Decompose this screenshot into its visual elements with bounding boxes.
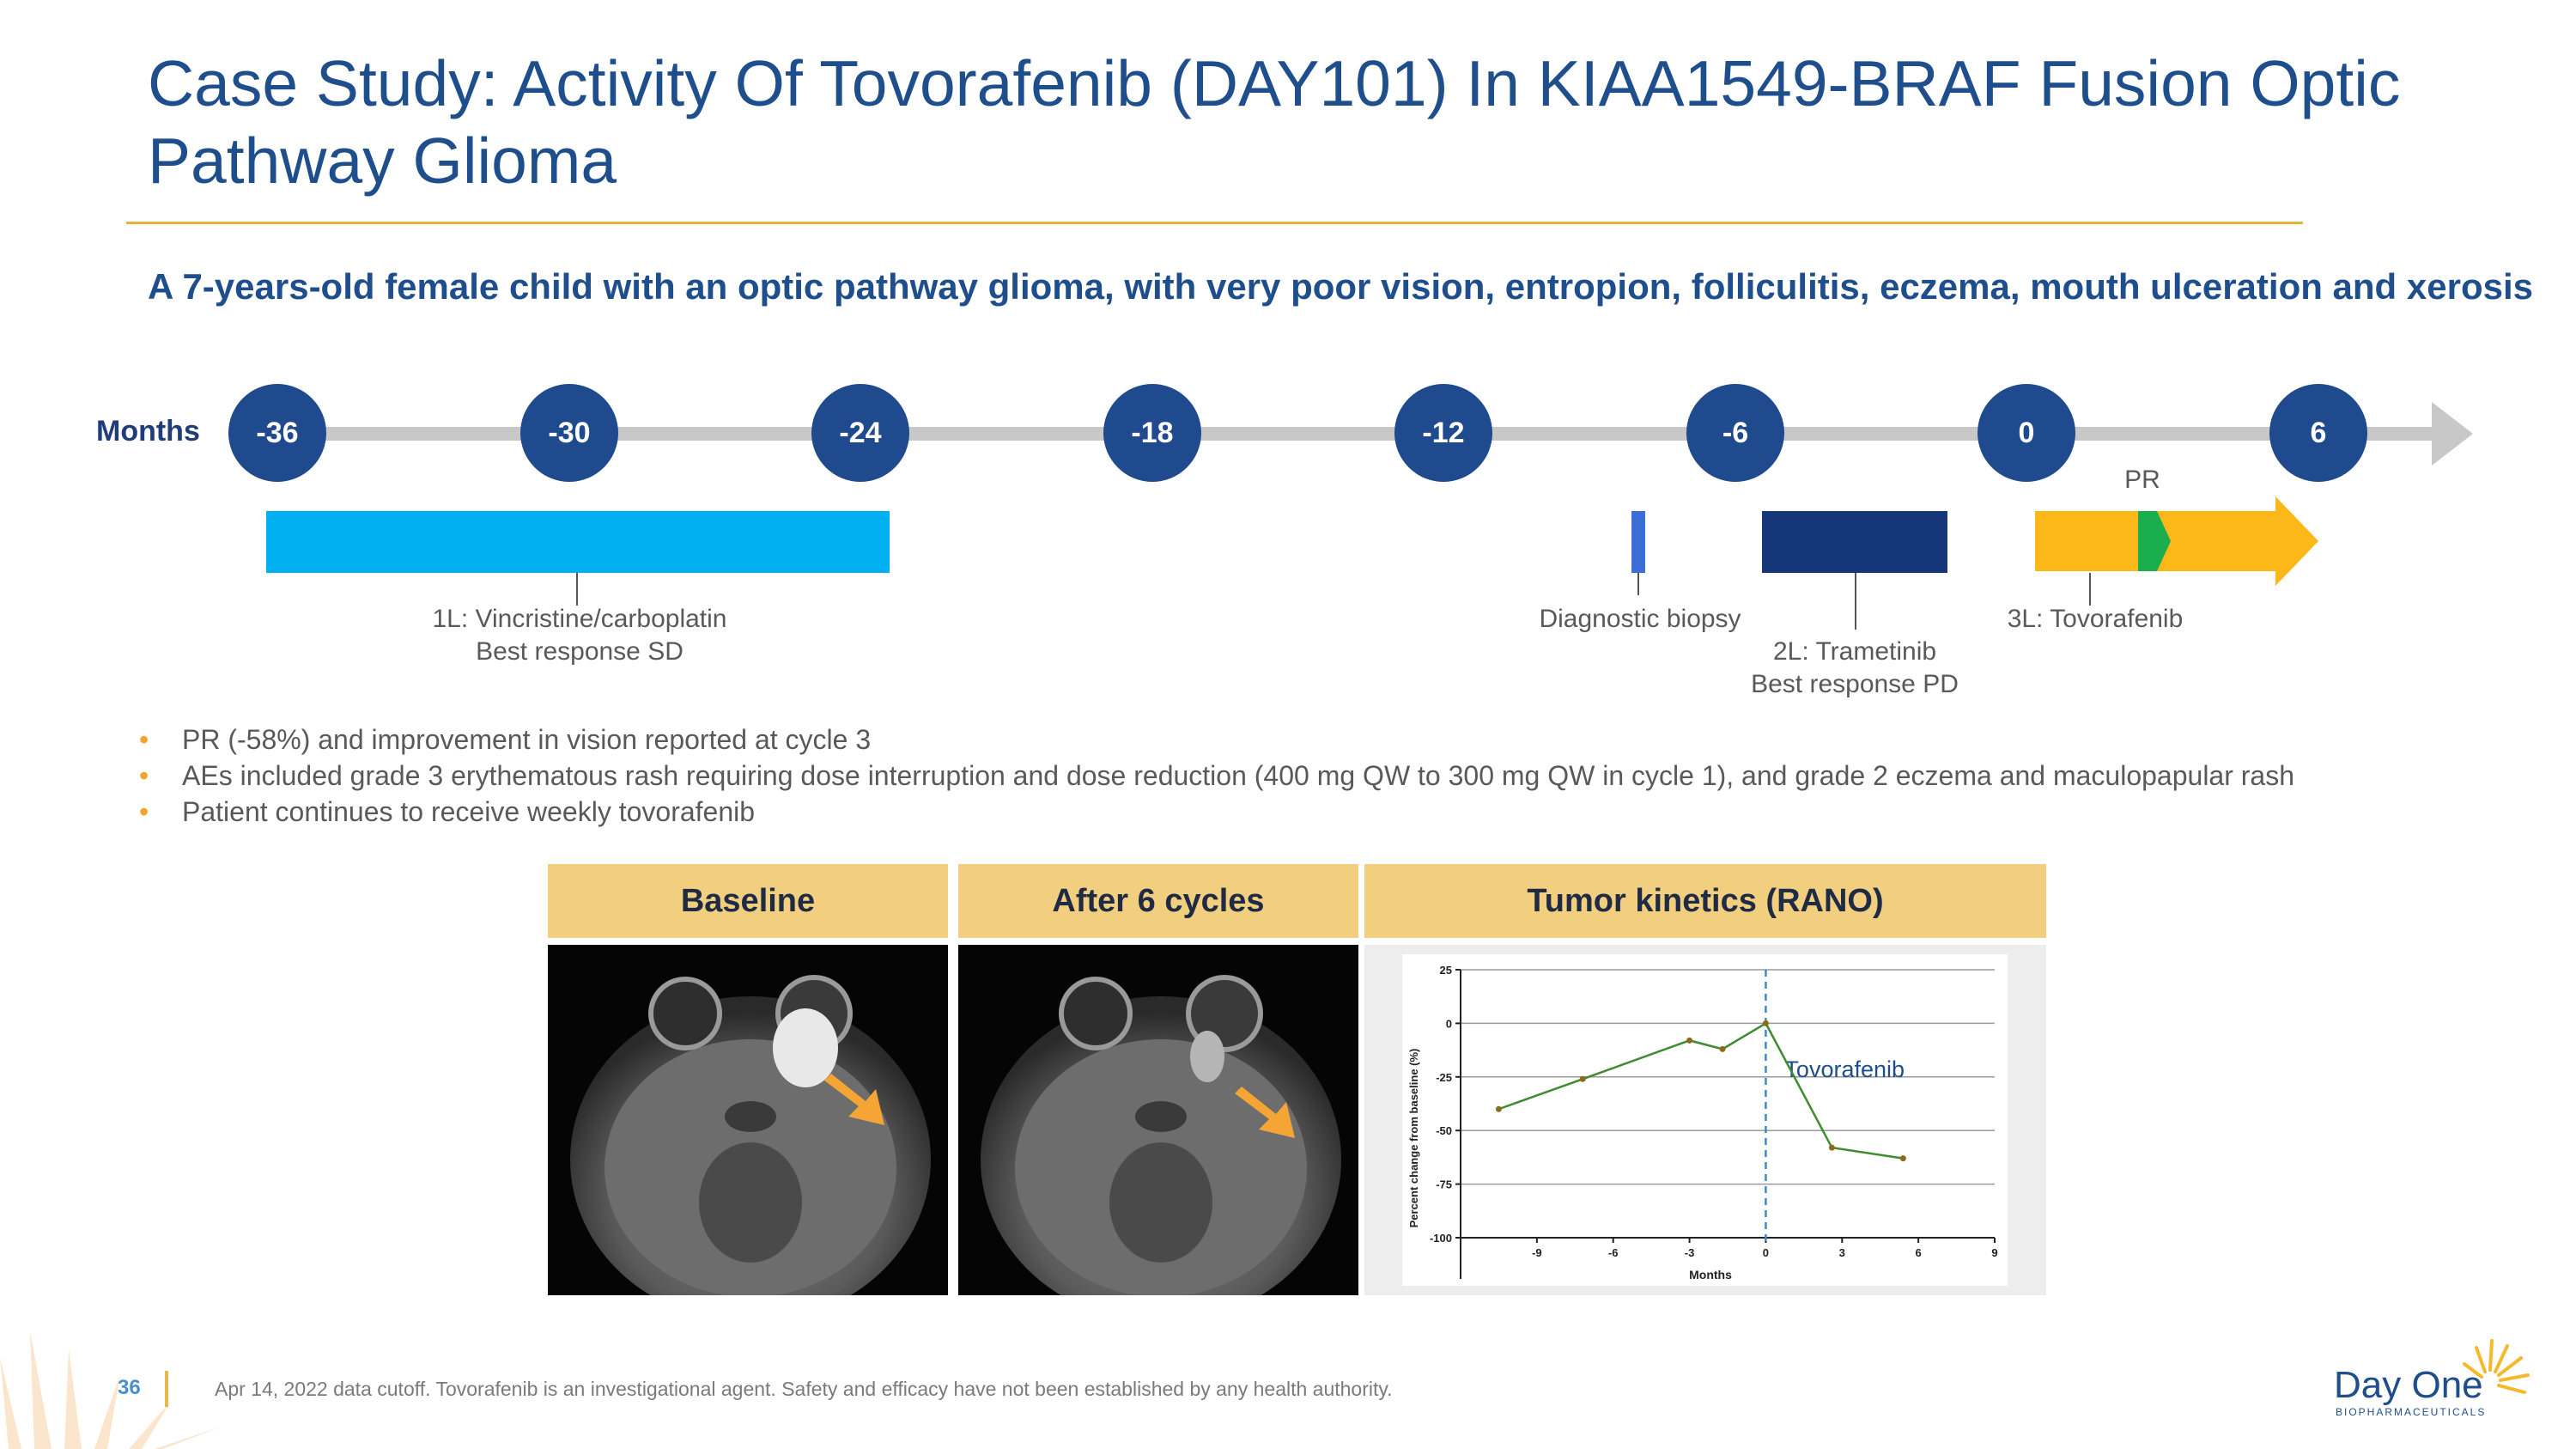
second-line-tick xyxy=(1855,573,1856,630)
chart-x-tick-label: 3 xyxy=(1839,1246,1845,1259)
chart-y-tick-label: -25 xyxy=(1436,1071,1452,1084)
list-item: • PR (-58%) and improvement in vision rep… xyxy=(139,724,872,755)
month-marker: -30 xyxy=(520,384,618,482)
chart-data-point xyxy=(1899,1155,1906,1162)
key-findings-list: • PR (-58%) and improvement in vision rep… xyxy=(137,721,2294,830)
after-cycles-header: After 6 cycles xyxy=(958,864,1358,938)
month-marker: -12 xyxy=(1394,384,1492,482)
decorative-burst-icon xyxy=(0,1331,223,1449)
chart-x-axis-label: Months xyxy=(1689,1268,1732,1282)
chart-y-tick-label: -50 xyxy=(1436,1124,1452,1137)
sun-logo-icon xyxy=(2463,1339,2530,1394)
list-item: • Patient continues to receive weekly tov… xyxy=(139,796,756,827)
month-marker: 6 xyxy=(2269,384,2367,482)
chart-y-tick-label: -75 xyxy=(1436,1178,1452,1191)
second-line-label: 2L: Trametinib Best response PD xyxy=(1726,636,1984,701)
chart-annotation-label: Tovorafenib xyxy=(1784,1056,1905,1082)
biopsy-label: Diagnostic biopsy xyxy=(1539,605,1741,633)
tumor-kinetics-chart-area: 25 0 -25 -50 -75 -100 -9 -6 -3 0 3 6 9 Months Percent … xyxy=(1402,954,2008,1286)
second-line-regimen: 2L: Trametinib xyxy=(1772,637,1937,666)
chart-x-tick-label: -6 xyxy=(1608,1246,1619,1259)
chart-data-point xyxy=(1828,1144,1835,1151)
chart-series-line xyxy=(1498,1021,1904,1160)
second-line-response: Best response PD xyxy=(1751,670,1959,698)
chart-x-tick-label: 0 xyxy=(1763,1246,1769,1259)
after-six-cycles-mri-image xyxy=(958,945,1358,1295)
month-marker: 0 xyxy=(1978,384,2075,482)
third-line-treatment-arrow xyxy=(2035,496,2318,586)
company-logo-subtext: BIOPHARMACEUTICALS xyxy=(2336,1406,2487,1418)
chart-x-tick-label: -9 xyxy=(1532,1246,1542,1259)
page-title: Case Study: Activity Of Tovorafenib (DAY… xyxy=(148,47,2401,197)
title-divider xyxy=(126,222,2303,224)
month-marker: -24 xyxy=(811,384,909,482)
chart-x-tick-label: -3 xyxy=(1685,1246,1695,1259)
chart-x-tick-label: 6 xyxy=(1916,1246,1922,1259)
first-line-label: 1L: Vincristine/carboplatin Best respons… xyxy=(404,603,756,668)
chart-data-point xyxy=(1579,1075,1586,1082)
patient-summary: A 7-years-old female child with an optic… xyxy=(148,266,2533,307)
month-marker: -6 xyxy=(1686,384,1784,482)
timeline-axis-label: Months xyxy=(96,415,200,447)
chart-data-point xyxy=(1762,1020,1769,1026)
baseline-header: Baseline xyxy=(548,864,948,938)
chart-y-axis-label: Percent change from baseline (%) xyxy=(1407,1049,1420,1228)
chart-y-tick-label: 0 xyxy=(1446,1017,1452,1030)
chart-x-tick-label: 9 xyxy=(1991,1246,1997,1259)
first-line-treatment-bar xyxy=(266,511,890,573)
first-line-tick xyxy=(576,573,578,606)
chart-y-tick-label: -100 xyxy=(1430,1232,1452,1245)
chart-data-point xyxy=(1686,1037,1693,1044)
first-line-response: Best response SD xyxy=(476,637,683,666)
month-marker: -18 xyxy=(1103,384,1201,482)
list-item: • AEs included grade 3 erythematous rash … xyxy=(139,760,2295,791)
chart-data-point xyxy=(1495,1105,1502,1112)
biopsy-tick xyxy=(1637,573,1639,595)
baseline-mri-image xyxy=(548,945,948,1295)
timeline-arrow-icon xyxy=(2432,402,2473,466)
company-logo-text: Day One xyxy=(2334,1364,2483,1406)
first-line-regimen: 1L: Vincristine/carboplatin xyxy=(432,605,727,633)
second-line-treatment-bar xyxy=(1762,511,1947,573)
third-line-label: 3L: Tovorafenib xyxy=(2007,605,2184,633)
month-marker: -36 xyxy=(228,384,326,482)
footer-divider xyxy=(165,1371,168,1407)
tumor-kinetics-chart: 25 0 -25 -50 -75 -100 -9 -6 -3 0 3 6 9 Months Percent … xyxy=(1407,964,1998,1282)
tumor-kinetics-header: Tumor kinetics (RANO) xyxy=(1364,864,2046,938)
partial-response-label: PR xyxy=(2124,466,2160,494)
diagnostic-biopsy-bar xyxy=(1631,511,1645,573)
footer-disclaimer: Apr 14, 2022 data cutoff. Tovorafenib is… xyxy=(215,1378,1393,1400)
chart-data-point xyxy=(1719,1045,1726,1052)
page-number: 36 xyxy=(118,1376,141,1399)
third-line-tick xyxy=(2089,573,2091,606)
chart-y-tick-label: 25 xyxy=(1440,964,1452,977)
